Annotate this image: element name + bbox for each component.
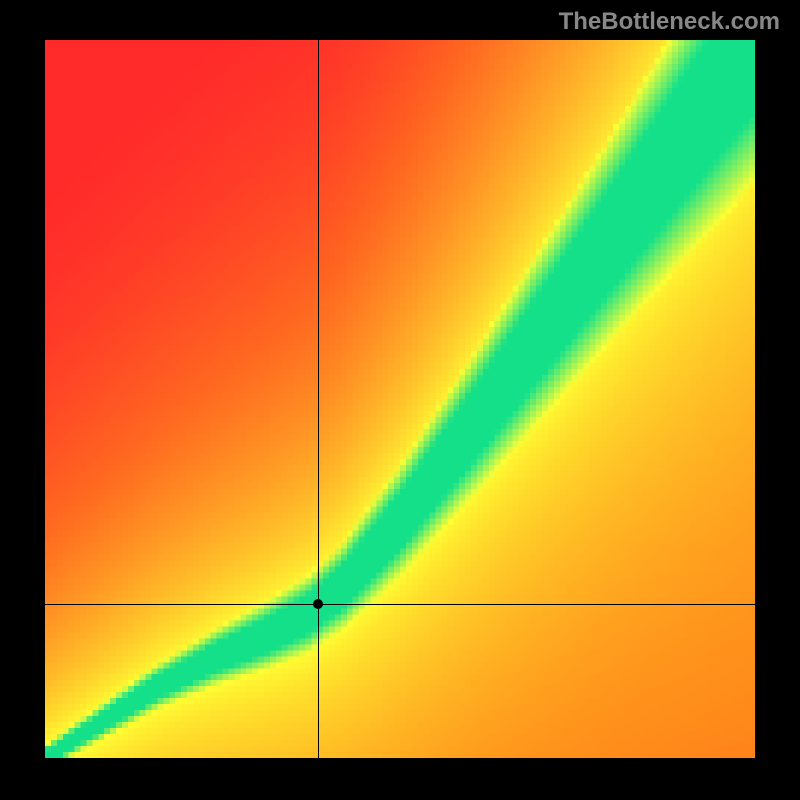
chart-container: TheBottleneck.com xyxy=(0,0,800,800)
crosshair-vertical xyxy=(318,40,319,758)
heatmap-plot xyxy=(45,40,755,758)
watermark-text: TheBottleneck.com xyxy=(559,8,780,36)
heatmap-canvas xyxy=(45,40,755,758)
crosshair-horizontal xyxy=(45,604,755,605)
crosshair-marker xyxy=(313,599,323,609)
